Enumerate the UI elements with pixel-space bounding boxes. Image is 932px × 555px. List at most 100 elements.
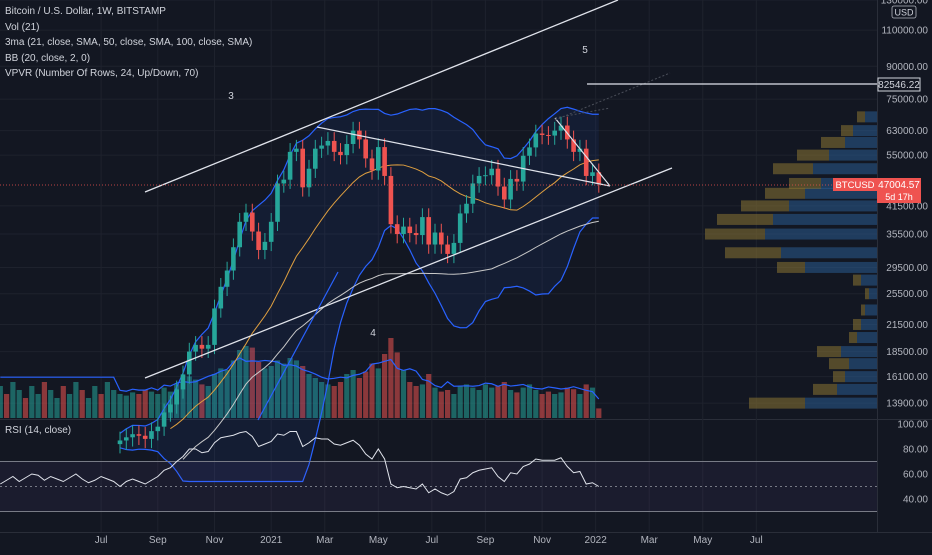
volume-bar	[394, 352, 400, 418]
volume-bar	[104, 382, 110, 418]
volume-bar	[211, 374, 218, 418]
legend-rsi[interactable]: RSI (14, close)	[5, 425, 72, 436]
candle-body	[205, 344, 211, 349]
annotation-label: 5	[582, 45, 588, 56]
vp-up-bar	[861, 318, 877, 330]
vp-down-bar	[705, 228, 765, 240]
candle-body	[457, 213, 463, 243]
symbol-price-box	[833, 178, 877, 191]
time-tick-label: Mar	[316, 535, 334, 546]
legend-vpvr[interactable]: VPVR (Number Of Rows, 24, Up/Down, 70)	[5, 68, 199, 79]
candle-body	[287, 151, 293, 180]
vp-down-bar	[789, 177, 821, 189]
volume-bar	[205, 386, 211, 418]
ma-100-line	[182, 220, 599, 460]
vp-down-bar	[797, 149, 829, 161]
vp-down-bar	[829, 358, 849, 370]
candle-body	[527, 147, 532, 156]
candle-body	[483, 175, 488, 177]
candle-body	[136, 434, 142, 436]
countdown-label: 5d 17h	[885, 192, 913, 202]
legend-bb[interactable]: BB (20, close, 2, 0)	[5, 52, 91, 64]
volume-bar	[0, 386, 3, 418]
volume-bar	[577, 394, 583, 418]
candle-body	[130, 434, 135, 438]
volume-bar	[596, 408, 602, 418]
volume-bar	[243, 346, 249, 418]
vp-up-bar	[849, 358, 877, 370]
volume-bar	[54, 398, 60, 418]
volume-bar	[73, 382, 79, 418]
volume-bar	[382, 354, 388, 418]
vp-up-bar	[845, 136, 877, 148]
volume-bar	[413, 386, 419, 418]
legend-symbol[interactable]: Bitcoin / U.S. Dollar, 1W, BITSTAMP	[5, 6, 166, 17]
volume-bar	[22, 398, 29, 418]
annotation-label: 4	[370, 328, 376, 339]
candle-body	[325, 140, 331, 146]
candle-body	[262, 241, 268, 250]
volume-bar	[111, 390, 117, 418]
volume-bar	[293, 360, 299, 418]
vp-down-bar	[749, 397, 805, 409]
bb-lower-extension	[257, 271, 339, 421]
volume-bar	[130, 392, 136, 418]
volume-bar	[589, 387, 596, 418]
candle-body	[275, 183, 280, 222]
vp-up-bar	[861, 274, 877, 286]
time-tick-label: Nov	[206, 535, 224, 546]
legend-vol[interactable]: Vol (21)	[5, 21, 40, 33]
price-tick-label: 21500.00	[886, 320, 928, 331]
volume-bar	[369, 363, 375, 418]
volume-bars	[0, 338, 602, 418]
volume-bar	[451, 394, 457, 418]
candle-body	[583, 148, 589, 176]
volume-bar	[224, 370, 230, 418]
candle-body	[369, 158, 375, 171]
candle-body	[514, 178, 520, 182]
vp-down-bar	[861, 304, 865, 316]
vp-down-bar	[813, 383, 837, 395]
vp-up-bar	[813, 163, 877, 175]
volume-bar	[98, 394, 104, 418]
vp-up-bar	[789, 200, 877, 212]
volume-bar	[306, 374, 312, 418]
volume-bar	[375, 368, 381, 418]
candle-body	[388, 175, 394, 225]
volume-bar	[142, 390, 148, 418]
volume-ma-line	[0, 357, 600, 400]
vp-up-bar	[865, 111, 877, 123]
vp-up-bar	[853, 125, 877, 137]
vp-down-bar	[833, 371, 845, 383]
candle-body	[350, 130, 356, 144]
rsi-tick-label: 80.00	[903, 445, 928, 456]
volume-bar	[10, 382, 16, 418]
candle-body	[558, 125, 564, 131]
volume-bar	[470, 387, 476, 418]
vp-up-bar	[829, 149, 877, 161]
volume-bar	[92, 386, 98, 418]
legend-ma[interactable]: 3ma (21, close, SMA, 50, close, SMA, 100…	[5, 37, 253, 48]
candle-body	[338, 151, 343, 156]
candle-body	[413, 233, 419, 236]
volume-bar	[287, 358, 293, 418]
candle-body	[187, 351, 192, 375]
volume-bar	[136, 394, 142, 418]
vp-up-bar	[765, 228, 877, 240]
vp-down-bar	[853, 274, 861, 286]
time-tick-label: Jul	[750, 535, 763, 546]
level-price-label: 82546.22	[878, 80, 920, 91]
volume-bar	[356, 378, 362, 418]
price-tick-label: 29500.00	[886, 263, 928, 274]
price-tick-label: 63000.00	[886, 126, 928, 137]
vp-up-bar	[781, 247, 877, 259]
time-tick-label: 2021	[260, 535, 283, 546]
candle-body	[376, 147, 381, 171]
volume-bar	[495, 386, 501, 418]
candle-body	[432, 232, 438, 245]
volume-bar	[180, 382, 186, 418]
volume-bar	[476, 390, 482, 418]
vp-up-bar	[837, 383, 877, 395]
